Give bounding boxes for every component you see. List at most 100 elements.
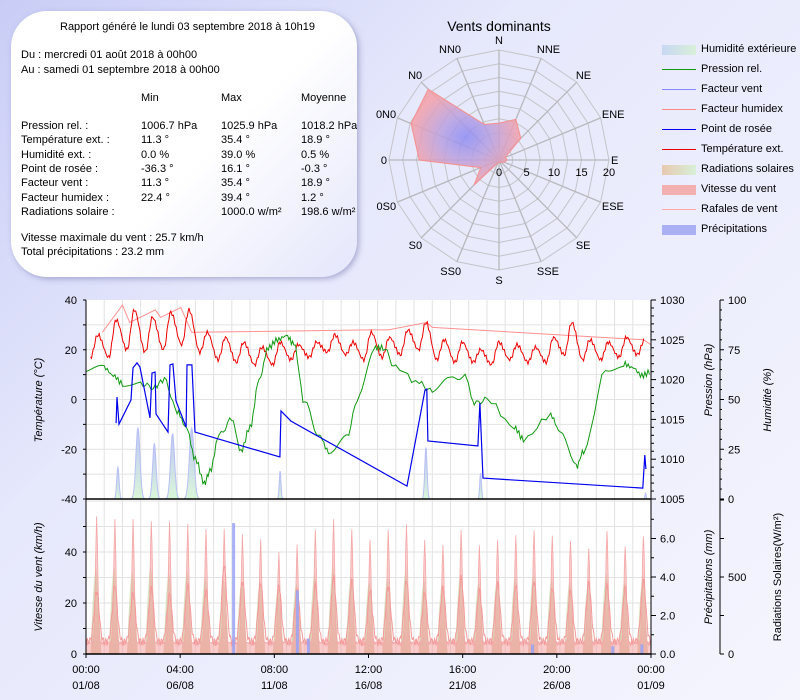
temperature-tick-label: 40: [65, 295, 77, 307]
x-tick-date: 01/09: [637, 680, 665, 692]
humidity-area: [421, 447, 431, 499]
legend-swatch: [662, 129, 696, 130]
x-tick-date: 16/08: [355, 680, 383, 692]
pressure-tick-label: 1030: [660, 295, 684, 307]
wind-gust-line: [85, 565, 652, 647]
rain-bar: [640, 644, 644, 654]
x-tick-date: 01/08: [72, 680, 100, 692]
x-tick-time: 12:00: [355, 664, 383, 676]
summary-max-value: 1025.9 hPa: [221, 120, 278, 132]
period-from-text: Du : mercredi 01 août 2018 à 00h00: [21, 49, 198, 61]
wind-rose-tick-label: 0: [496, 167, 502, 179]
wind-rose-spoke: [498, 159, 578, 239]
wind-direction-label: NNE: [537, 44, 560, 56]
temperature-axis-title: Température (°C): [33, 357, 45, 442]
solar-tick-label: 0: [728, 649, 734, 661]
humidity-tick-label: 50: [728, 395, 740, 407]
humidity-area: [148, 443, 161, 499]
wind-direction-label: E: [611, 155, 618, 167]
humidity-tick-label: 75: [728, 345, 740, 357]
dew-point-line: [115, 361, 647, 489]
wind-direction-label: 0S0: [377, 201, 397, 213]
col-header-max: Max: [221, 92, 242, 104]
summary-min-value: 22.4 °: [141, 191, 170, 204]
humidity-area: [477, 472, 484, 500]
wind-axis-title: Vitesse du vent (km/h): [33, 522, 45, 632]
pressure-axis-title: Pression (hPa): [703, 343, 715, 416]
wind-direction-label: ENE: [602, 109, 625, 121]
legend-label: Vitesse du vent: [701, 183, 777, 195]
summary-avg-value: 18.9 °: [301, 177, 330, 190]
col-header-avg: Moyenne: [301, 92, 347, 104]
wind-direction-label: 0: [381, 155, 387, 167]
legend-label: Facteur humidex: [701, 103, 783, 115]
summary-max-value: 16.1 °: [221, 162, 250, 175]
temperature-tick-label: 0: [71, 395, 77, 407]
x-tick-time: 16:00: [449, 664, 477, 676]
summary-min-value: 1006.7 hPa: [141, 120, 198, 132]
summary-min-value: -36.3 °: [141, 162, 174, 175]
wind-direction-label: NN0: [439, 44, 461, 56]
legend-label: Radiations solaires: [701, 163, 794, 175]
legend-swatch: [662, 89, 696, 90]
wind-rose-spoke: [456, 159, 500, 262]
legend-item: Humidité extérieure: [660, 40, 800, 60]
axes: [83, 299, 724, 658]
legend-item: Point de rosée: [660, 120, 800, 140]
legend-item: Précipitations: [660, 220, 800, 240]
rain-tick-label: 6.0: [660, 534, 675, 546]
legend-item: Vitesse du vent: [660, 180, 800, 200]
summary-avg-value: 198.6 w/m²: [301, 205, 356, 218]
temperature-line: [90, 307, 645, 368]
rain-tick-label: 4.0: [660, 572, 675, 584]
wind-rose: [388, 49, 610, 271]
humidity-area: [113, 465, 122, 500]
x-tick-date: 11/08: [261, 680, 288, 692]
wind-rose-spoke: [498, 159, 601, 203]
summary-label: Radiations solaire :: [21, 205, 115, 218]
legend-swatch: [662, 109, 696, 110]
wind-direction-label: ESE: [602, 201, 624, 213]
wind-rose-title: Vents dominants: [447, 18, 551, 34]
report-summary-panel: Rapport généré le lundi 03 septembre 201…: [11, 11, 357, 277]
humidity-tick-label: 25: [728, 444, 740, 456]
temperature-tick-label: 20: [65, 345, 77, 357]
period-to-text: Au : samedi 01 septembre 2018 à 00h00: [21, 64, 220, 76]
wind-direction-label: N: [495, 35, 503, 47]
x-tick-date: 26/08: [543, 680, 571, 692]
x-tick-time: 20:00: [543, 664, 571, 676]
summary-max-value: 35.4 °: [221, 134, 250, 147]
legend-label: Pression rel.: [701, 63, 763, 75]
summary-label: Facteur humidex :: [21, 191, 110, 204]
rain-axis-title: Précipitations (mm): [703, 529, 715, 624]
summary-avg-value: -0.3 °: [301, 162, 328, 175]
rain-tick-label: 2.0: [660, 611, 675, 623]
rain-bar: [295, 590, 299, 654]
x-tick-time: 00:00: [637, 664, 665, 676]
legend-item: Température ext.: [660, 140, 800, 160]
solar-axis-title: Radiations Solaires(W/m²): [772, 513, 784, 641]
wind-rose-spoke: [498, 117, 601, 161]
gridlines: [86, 300, 651, 654]
legend-swatch: [662, 165, 696, 175]
wind-direction-label: 0N0: [376, 109, 396, 121]
x-tick-time: 04:00: [166, 664, 194, 676]
summary-avg-value: 1018.2 hPa: [301, 120, 357, 132]
x-tick-date: 06/08: [166, 680, 194, 692]
legend-swatch: [662, 225, 696, 235]
pressure-tick-label: 1010: [660, 454, 684, 466]
summary-label: Pression rel. :: [21, 120, 89, 132]
wind-rose-spoke: [498, 159, 542, 262]
col-header-min: Min: [141, 92, 159, 104]
humidity-tick-label: 100: [728, 295, 746, 307]
summary-label: Humidité ext. :: [21, 148, 92, 161]
legend-label: Température ext.: [701, 143, 784, 155]
summary-min-value: 0.0 %: [141, 148, 170, 161]
wind-rose-tick-label: 5: [523, 167, 529, 179]
legend-label: Rafales de vent: [701, 203, 778, 215]
pressure-line: [85, 334, 650, 486]
summary-label: Température ext. :: [21, 134, 110, 147]
summary-label: Facteur vent :: [21, 177, 89, 190]
legend-item: Facteur humidex: [660, 100, 800, 120]
wind-direction-label: SS0: [440, 266, 461, 278]
